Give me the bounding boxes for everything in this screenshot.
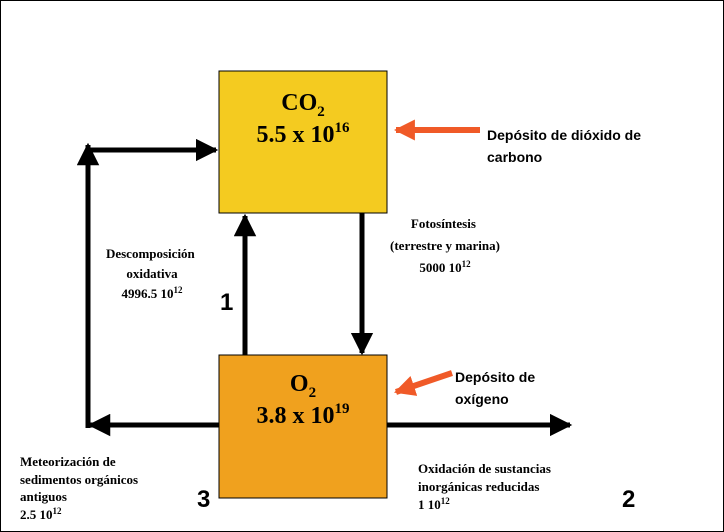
- reservoir-label: Depósito de oxígeno: [455, 369, 535, 407]
- text-part: Oxidación de sustancias: [418, 461, 551, 476]
- text-part: 2: [317, 104, 325, 120]
- text-part: antiguos: [20, 489, 67, 504]
- text-part: 19: [335, 401, 350, 417]
- box-value: 5.5 x 1016: [257, 120, 351, 148]
- text-part: 12: [53, 506, 63, 516]
- text-part: oxígeno: [455, 391, 509, 407]
- text-part: 16: [335, 120, 351, 136]
- flux-value: 4996.5 1012: [122, 285, 184, 301]
- reservoir-label: Depósito de dióxido de carbono: [487, 127, 641, 165]
- flux-number: 1: [220, 289, 233, 316]
- flux-label: Meteorización de sedimentos orgánicos an…: [20, 454, 141, 504]
- flux-label: Fotosíntesis (terrestre y marina): [390, 216, 500, 253]
- flux-number: 3: [197, 486, 210, 513]
- text-part: carbono: [487, 149, 542, 165]
- flux-label: Descomposición oxidativa: [106, 246, 198, 281]
- text-part: 5000 10: [419, 260, 461, 275]
- text-part: inorgánicas reducidas: [418, 479, 539, 494]
- text-part: 1 10: [418, 497, 441, 512]
- box-formula: O2: [290, 371, 316, 401]
- text-part: Fotosíntesis: [411, 216, 476, 231]
- pointer-arrows: [393, 119, 480, 396]
- text-part: CO: [281, 90, 317, 116]
- text-part: 4996.5 10: [122, 286, 174, 301]
- text-part: (terrestre y marina): [390, 238, 500, 253]
- text-part: sedimentos orgánicos: [20, 472, 138, 487]
- flux-label: Oxidación de sustancias inorgánicas redu…: [418, 461, 554, 494]
- box-formula: CO2: [281, 90, 325, 120]
- text-part: 12: [441, 496, 451, 506]
- arrows: [76, 138, 573, 437]
- flux-value: 2.5 1012: [20, 506, 62, 522]
- o2-box: [218, 354, 388, 499]
- flux-value: 5000 1012: [419, 259, 471, 275]
- text-part: O: [290, 371, 309, 397]
- flux-value: 1 1012: [418, 496, 450, 512]
- text-part: oxidativa: [126, 266, 178, 281]
- text-part: Depósito de dióxido de: [487, 127, 641, 143]
- text-part: 12: [462, 259, 472, 269]
- text-part: Meteorización de: [20, 454, 116, 469]
- text-part: 2: [309, 385, 317, 401]
- text-part: 12: [174, 285, 184, 295]
- text-part: 3.8 x 10: [257, 403, 335, 429]
- box-value: 3.8 x 1019: [257, 401, 350, 429]
- text-part: 2.5 10: [20, 507, 53, 522]
- text-part: 5.5 x 10: [257, 122, 335, 148]
- flux-number: 2: [622, 486, 635, 513]
- text-part: Depósito de: [455, 369, 535, 385]
- text-part: Descomposición: [106, 246, 196, 261]
- co2-box: [218, 70, 388, 214]
